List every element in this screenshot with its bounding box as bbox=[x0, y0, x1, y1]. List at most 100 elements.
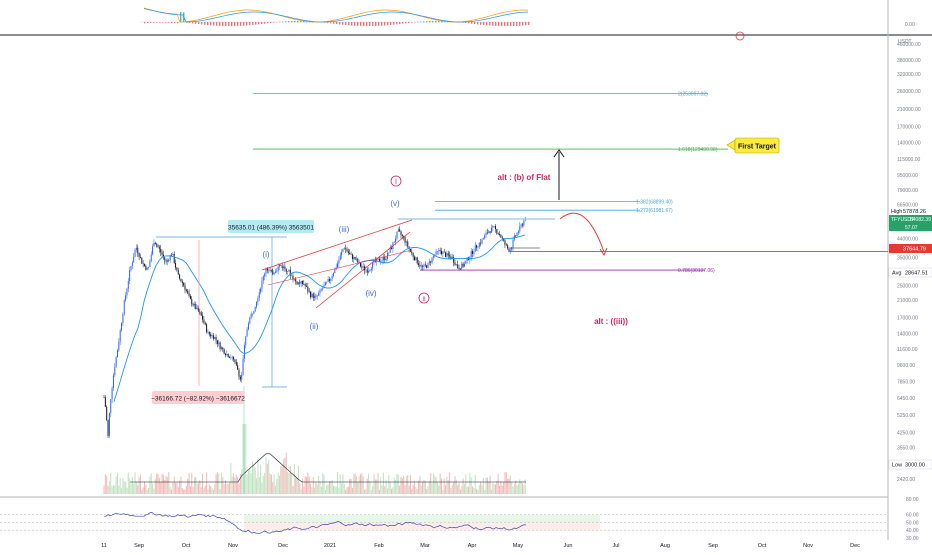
candle-body bbox=[145, 266, 146, 270]
candle-body bbox=[239, 370, 240, 377]
candle-body bbox=[487, 233, 488, 234]
volume-bar bbox=[291, 474, 292, 494]
volume-bar bbox=[410, 475, 411, 494]
candle-body bbox=[143, 264, 144, 265]
volume-bar bbox=[361, 473, 362, 494]
price-tick: 95000.00 bbox=[897, 173, 918, 179]
candle-body bbox=[399, 229, 400, 231]
high-value: 57878.26 bbox=[903, 209, 926, 215]
volume-bar bbox=[477, 490, 478, 494]
rsi-tick: 80.00 bbox=[906, 497, 919, 503]
candle-body bbox=[402, 235, 403, 236]
volume-bar bbox=[334, 486, 335, 494]
candle-body bbox=[210, 334, 211, 336]
candle-body bbox=[342, 249, 343, 252]
candle-body bbox=[307, 287, 308, 292]
price-tick: 44000.00 bbox=[897, 237, 918, 243]
price-tick: 9600.00 bbox=[897, 363, 915, 369]
fib-level-label: 1.272(61981.67) bbox=[636, 208, 673, 214]
candle-body bbox=[212, 335, 213, 336]
volume-bar bbox=[233, 473, 234, 494]
volume-bar bbox=[137, 485, 138, 494]
candle-body bbox=[112, 388, 113, 399]
candle-body bbox=[222, 347, 223, 349]
candle-body bbox=[106, 407, 107, 420]
candle-body bbox=[158, 245, 159, 247]
current-value: 54082.39 bbox=[910, 217, 931, 223]
candle-body bbox=[476, 245, 477, 247]
candle-body bbox=[353, 257, 354, 259]
volume-bar bbox=[288, 473, 289, 494]
volume-bar bbox=[356, 476, 357, 494]
candle-body bbox=[133, 257, 134, 263]
candle-body bbox=[442, 252, 443, 254]
volume-bar bbox=[147, 490, 148, 494]
volume-bar bbox=[413, 485, 414, 494]
candle-body bbox=[391, 248, 392, 249]
candle-body bbox=[496, 229, 497, 234]
volume-bar bbox=[139, 477, 140, 494]
volume-bar bbox=[480, 482, 481, 494]
macd-hist-bar bbox=[513, 22, 514, 26]
volume-bar bbox=[402, 478, 403, 494]
candle-body bbox=[415, 257, 416, 260]
volume-bar bbox=[469, 473, 470, 494]
volume-bar bbox=[303, 487, 304, 494]
first-target-text: First Target bbox=[738, 144, 777, 151]
fibonacci-levels[interactable]: 2(253007.82)1.618(129490.98)1.382(68899.… bbox=[253, 92, 728, 275]
candle-body bbox=[216, 337, 217, 340]
macd-hist-bar bbox=[477, 22, 478, 24]
macd-hist-bar bbox=[426, 21, 427, 22]
macd-hist-bar bbox=[471, 22, 472, 24]
candle-body bbox=[283, 267, 284, 268]
volume-bar bbox=[226, 484, 227, 494]
time-tick: Apr bbox=[468, 543, 477, 549]
candle-body bbox=[202, 316, 203, 320]
candle-body bbox=[267, 269, 268, 271]
volume-bar bbox=[380, 477, 381, 494]
volume-bar bbox=[122, 478, 123, 494]
candle-body bbox=[108, 420, 109, 436]
candle-body bbox=[464, 264, 465, 267]
volume-bar bbox=[522, 483, 523, 494]
volume-bar bbox=[175, 483, 176, 494]
candle-body bbox=[206, 324, 207, 332]
candle-body bbox=[194, 304, 195, 305]
candle-body bbox=[174, 254, 175, 263]
candle-body bbox=[418, 263, 419, 264]
macd-hist-bar bbox=[246, 22, 247, 25]
first-target-callout[interactable]: First Target bbox=[727, 138, 779, 153]
volume-bar bbox=[148, 488, 149, 494]
volume-bar bbox=[143, 487, 144, 494]
rsi-upper-band bbox=[244, 515, 600, 523]
macd-hist-bar bbox=[405, 22, 406, 23]
macd-hist-bar bbox=[156, 22, 157, 23]
macd-hist-bar bbox=[300, 21, 301, 22]
candle-body bbox=[237, 365, 238, 369]
candle-body bbox=[428, 263, 429, 268]
volume-bar bbox=[390, 482, 391, 494]
price-tick: 320000.00 bbox=[897, 72, 921, 78]
candle-body bbox=[506, 245, 507, 246]
candle-body bbox=[509, 248, 510, 251]
candle-body bbox=[441, 251, 442, 254]
volume-bar bbox=[135, 472, 136, 494]
candle-body bbox=[159, 247, 160, 249]
volume-bar bbox=[463, 479, 464, 494]
candle-body bbox=[261, 281, 262, 289]
volume-bar bbox=[153, 489, 154, 494]
candle-body bbox=[414, 257, 415, 260]
candle-body bbox=[429, 261, 430, 263]
volume-bar bbox=[120, 478, 121, 494]
volume-bar bbox=[263, 476, 264, 494]
volume-bar bbox=[519, 479, 520, 494]
candle-body bbox=[256, 302, 257, 307]
volume-bar bbox=[272, 482, 273, 494]
volume-bar bbox=[198, 483, 199, 494]
candle-body bbox=[141, 258, 142, 264]
volume-bar bbox=[309, 476, 310, 494]
volume-bar bbox=[224, 484, 225, 494]
price-tick: 260000.00 bbox=[897, 89, 921, 95]
volume-bar bbox=[212, 488, 213, 494]
candle-body bbox=[504, 240, 505, 244]
